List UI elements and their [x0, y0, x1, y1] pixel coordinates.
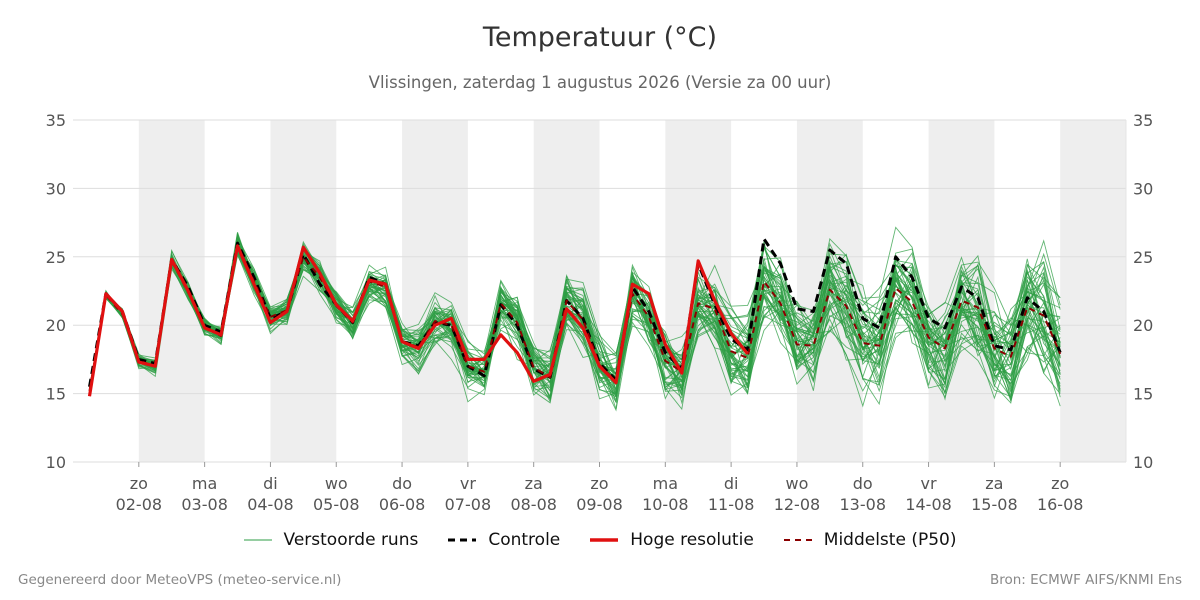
x-tick-day: za [985, 474, 1003, 493]
x-tick-date: 11-08 [708, 495, 755, 514]
legend-swatch-ensemble [243, 539, 272, 541]
x-tick-date: 04-08 [247, 495, 294, 514]
legend-label-control: Controle [488, 530, 561, 550]
legend-item-ensemble: Verstoorde runs [243, 530, 419, 550]
legend-label-median: Middelste (P50) [823, 530, 957, 550]
legend-item-high-res: Hoge resolutie [590, 530, 754, 550]
y-tick-label-right: 20 [1133, 316, 1153, 335]
x-tick-date: 12-08 [774, 495, 821, 514]
footer-source: Bron: ECMWF AIFS/KNMI Ens [989, 572, 1182, 588]
day-bands [138, 120, 1126, 462]
x-tick-day: ma [192, 474, 217, 493]
x-tick-day: wo [786, 474, 809, 493]
x-tick-date: 10-08 [642, 495, 689, 514]
x-tick-day: di [724, 474, 739, 493]
x-tick-day: za [525, 474, 543, 493]
legend-item-median: Middelste (P50) [783, 530, 957, 550]
y-tick-label-left: 10 [46, 453, 66, 472]
axis-labels: 10 10 15 15 20 20 25 25 30 30 35 35 zo 02-08 ma 03-08 di… [46, 111, 1154, 514]
y-tick-label-left: 15 [46, 385, 66, 404]
x-tick-day: wo [325, 474, 348, 493]
y-tick-label-left: 20 [46, 316, 66, 335]
y-tick-label-left: 35 [46, 111, 66, 130]
x-tick-day: do [853, 474, 873, 493]
legend-swatch-control [448, 538, 477, 542]
x-tick-date: 06-08 [379, 495, 426, 514]
x-tick-date: 03-08 [181, 495, 228, 514]
legend-swatch-high-res [590, 538, 619, 542]
chart-subtitle: Vlissingen, zaterdag 1 augustus 2026 (Ve… [368, 73, 832, 92]
x-tick-date: 13-08 [840, 495, 887, 514]
y-tick-label-right: 25 [1133, 248, 1153, 267]
ensemble-member-line [89, 226, 1061, 396]
y-tick-label-right: 10 [1133, 453, 1153, 472]
x-tick-date: 09-08 [576, 495, 623, 514]
y-tick-label-left: 25 [46, 248, 66, 267]
y-tick-label-right: 35 [1133, 111, 1153, 130]
y-tick-label-left: 30 [46, 179, 66, 198]
x-tick-date: 02-08 [116, 495, 163, 514]
legend-label-high-res: Hoge resolutie [630, 530, 754, 550]
x-tick-day: vr [460, 474, 476, 493]
x-tick-day: ma [653, 474, 678, 493]
x-tick-date: 08-08 [510, 495, 557, 514]
x-tick-date: 15-08 [971, 495, 1018, 514]
y-tick-label-right: 15 [1133, 385, 1153, 404]
day-band [138, 120, 205, 462]
high-res-line [87, 244, 749, 397]
x-tick-date: 05-08 [313, 495, 360, 514]
x-tick-day: zo [590, 474, 608, 493]
grid-lines [73, 119, 1127, 463]
x-tick-day: zo [1051, 474, 1069, 493]
x-tick-day: vr [921, 474, 937, 493]
x-tick-date: 14-08 [905, 495, 952, 514]
x-tick-day: zo [130, 474, 148, 493]
legend: Verstoorde runs Controle Hoge resolutie … [0, 530, 1200, 550]
legend-item-control: Controle [448, 530, 560, 550]
ensemble-member-line [89, 240, 1061, 392]
x-tick-date: 07-08 [445, 495, 492, 514]
legend-swatch-median [783, 539, 812, 541]
chart-title: Temperatuur (°C) [482, 22, 718, 53]
median-line [88, 243, 1062, 392]
y-tick-label-right: 30 [1133, 179, 1153, 198]
main-lines [87, 237, 1062, 397]
legend-label-ensemble: Verstoorde runs [283, 530, 419, 550]
day-band [1060, 120, 1126, 462]
day-band [402, 120, 468, 462]
ensemble-member-line [89, 245, 1061, 404]
ensemble-member-line [89, 252, 1061, 389]
x-tick-date: 16-08 [1037, 495, 1084, 514]
x-tick-day: di [263, 474, 278, 493]
footer-credit: Gegenereerd door MeteoVPS (meteo-service… [18, 572, 342, 588]
x-tick-day: do [392, 474, 412, 493]
